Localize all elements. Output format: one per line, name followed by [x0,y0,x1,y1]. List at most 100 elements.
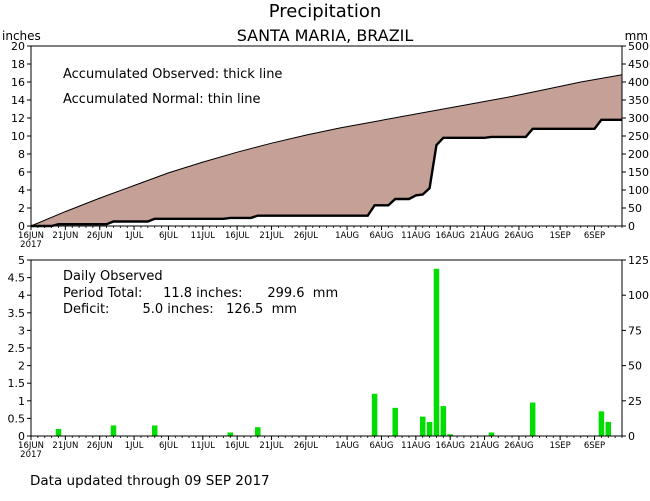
daily-bar [110,425,117,436]
bottom-xtick-label: 16AUG [435,441,464,451]
daily-legend-title: Daily Observed [63,269,163,284]
top-y2tick-label: 500 [628,40,649,53]
top-legend-observed: Accumulated Observed: thick line [63,67,282,82]
bottom-y2tick-label: 0 [628,430,635,443]
top-y2tick-label: 150 [628,166,649,179]
deficit-note: Deficit: 5.0 inches: 126.5 mm [63,302,297,317]
top-xtick-label: 16JUN [18,231,44,241]
bottom-xtick-label: 21JUL [259,441,284,451]
bottom-ytick-label: 0 [18,430,25,443]
bottom-ytick-label: 4.5 [8,272,26,285]
daily-bar [433,268,440,436]
top-xtick-label: 26JUN [87,231,113,241]
daily-bar [371,393,378,436]
daily-panel: 00.511.522.533.544.55025507510012516JUN2… [8,254,650,460]
top-y2tick-label: 400 [628,76,649,89]
bottom-xtick-year: 2017 [20,450,42,460]
daily-bar [426,421,433,436]
daily-bar [598,411,605,436]
bottom-xtick-label: 16JUN [18,441,44,451]
top-ytick-label: 16 [11,76,25,89]
footer-updated-note: Data updated through 09 SEP 2017 [30,473,270,489]
bottom-ytick-label: 3 [18,324,25,337]
bottom-xtick-label: 6SEP [584,441,605,451]
top-xtick-label: 6SEP [584,231,605,241]
top-ytick-label: 8 [18,148,25,161]
daily-bar [419,416,426,436]
daily-bar [447,434,453,436]
top-y2tick-label: 0 [628,220,635,233]
observed-area-fill [31,119,622,226]
top-ytick-label: 20 [11,40,25,53]
bottom-xtick-label: 1JUL [125,441,144,451]
bottom-ytick-label: 3.5 [8,307,26,320]
bottom-xtick-label: 6JUL [159,441,178,451]
top-xtick-label: 1SEP [549,231,570,241]
daily-bar [227,432,234,436]
top-xtick-year: 2017 [20,240,42,250]
bottom-xtick-label: 6AUG [369,441,393,451]
top-xtick-label: 16JUL [225,231,250,241]
daily-bar [392,407,398,436]
top-xtick-label: 21JUN [52,231,78,241]
period-total-note: Period Total: 11.8 inches: 299.6 mm [63,286,338,301]
daily-bar [255,427,261,436]
bottom-xtick-label: 11AUG [401,441,430,451]
top-xtick-label: 1JUL [125,231,144,241]
bottom-y2tick-label: 50 [628,360,642,373]
top-ytick-label: 2 [18,202,25,215]
accumulated-panel: 0246810121416182005010015020025030035040… [11,40,649,250]
accumulated-normal-line [30,74,623,227]
bottom-ytick-label: 0.5 [8,412,26,425]
bottom-xtick-label: 1SEP [549,441,570,451]
top-ytick-label: 10 [11,130,25,143]
top-xtick-label: 26JUL [294,231,319,241]
bottom-xtick-label: 26JUN [87,441,113,451]
bottom-xtick-label: 16JUL [225,441,250,451]
bottom-ytick-label: 4 [18,289,25,302]
bottom-y2tick-label: 25 [628,395,642,408]
bottom-xtick-label: 21AUG [470,441,499,451]
daily-bar [55,428,62,436]
daily-bar [488,432,495,436]
top-xtick-label: 21JUL [259,231,284,241]
bottom-ytick-label: 2.5 [8,342,26,355]
top-xtick-label: 1AUG [335,231,359,241]
top-y2tick-label: 250 [628,130,649,143]
bottom-ytick-label: 1 [18,395,25,408]
bottom-ytick-label: 1.5 [8,377,26,390]
top-ytick-label: 0 [18,220,25,233]
top-ytick-label: 18 [11,58,25,71]
top-xtick-label: 26AUG [504,231,533,241]
bottom-xtick-label: 1AUG [335,441,359,451]
top-xtick-label: 11AUG [401,231,430,241]
daily-bar [151,425,158,436]
daily-bar [529,402,536,436]
daily-bar [605,421,612,436]
bottom-xtick-label: 26AUG [504,441,533,451]
top-xtick-label: 16AUG [435,231,464,241]
bottom-xtick-label: 26JUL [294,441,319,451]
chart-title: Precipitation [269,1,382,22]
right-unit-label: mm [625,29,648,43]
chart-subtitle: SANTA MARIA, BRAZIL [237,26,414,45]
top-legend-normal: Accumulated Normal: thin line [63,92,261,107]
top-y2tick-label: 200 [628,148,649,161]
top-y2tick-label: 300 [628,112,649,125]
bottom-y2tick-label: 100 [628,289,649,302]
top-xtick-label: 11JUL [191,231,216,241]
top-ytick-label: 6 [18,166,25,179]
top-ytick-label: 12 [11,112,25,125]
top-y2tick-label: 50 [628,202,642,215]
bottom-xtick-label: 21JUN [52,441,78,451]
bottom-y2tick-label: 75 [628,324,642,337]
bottom-y2tick-label: 125 [628,254,649,267]
top-y2tick-label: 450 [628,58,649,71]
top-xtick-label: 6JUL [159,231,178,241]
top-xtick-label: 6AUG [369,231,393,241]
top-ytick-label: 14 [11,94,25,107]
top-y2tick-label: 100 [628,184,649,197]
bottom-ytick-label: 5 [18,254,25,267]
